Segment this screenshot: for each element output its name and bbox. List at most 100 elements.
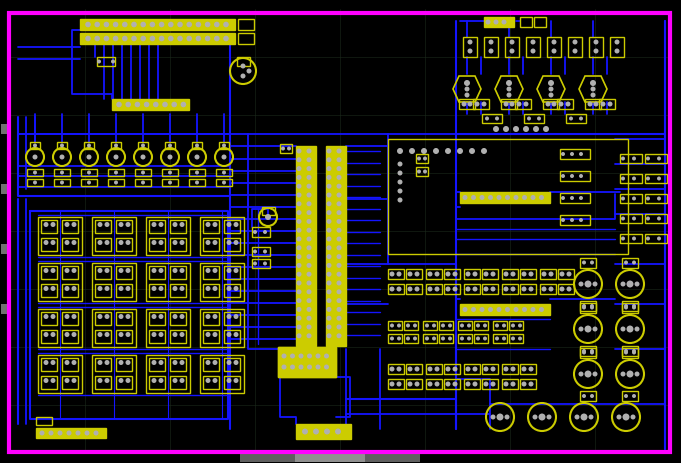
Bar [426,379,442,389]
Circle shape [114,144,118,148]
Circle shape [118,269,123,274]
Circle shape [72,240,76,245]
Circle shape [417,170,421,174]
Circle shape [530,40,535,45]
Bar [116,266,132,279]
Circle shape [326,158,332,163]
Circle shape [635,327,639,332]
Circle shape [548,94,554,98]
Circle shape [87,181,91,185]
Circle shape [118,314,123,319]
Circle shape [428,367,432,372]
Circle shape [588,414,594,419]
Circle shape [234,240,238,245]
Circle shape [548,81,554,87]
Circle shape [481,102,486,107]
Bar [388,379,404,389]
Circle shape [296,175,302,181]
Circle shape [503,382,509,387]
Circle shape [552,50,556,54]
Circle shape [326,193,332,198]
Circle shape [114,171,118,175]
Circle shape [570,219,574,223]
Circle shape [296,272,302,277]
Circle shape [168,171,172,175]
Circle shape [253,250,257,254]
Bar [97,58,115,67]
Circle shape [60,144,64,148]
Circle shape [460,337,464,341]
Bar [505,38,519,58]
Circle shape [287,147,291,151]
Circle shape [172,240,178,245]
Bar [585,100,601,110]
Bar [509,334,523,343]
Bar [278,347,336,377]
Circle shape [469,149,475,155]
Circle shape [234,223,238,227]
Bar [149,284,165,297]
Circle shape [552,40,556,45]
Circle shape [632,217,636,221]
Circle shape [493,127,499,133]
Circle shape [336,219,341,225]
Circle shape [495,117,499,121]
Bar [580,301,596,311]
Circle shape [488,40,494,45]
Bar [558,284,574,294]
Circle shape [104,314,110,319]
Circle shape [206,287,210,291]
Circle shape [428,287,432,292]
Bar [502,379,518,389]
Bar [509,321,523,330]
Circle shape [180,314,185,319]
Circle shape [59,155,65,160]
Circle shape [212,287,217,291]
Circle shape [425,324,429,328]
Circle shape [567,272,571,277]
Circle shape [85,23,91,28]
Circle shape [584,326,592,333]
Circle shape [390,324,394,328]
Circle shape [153,102,159,108]
Circle shape [336,290,341,294]
Bar [224,376,240,389]
Circle shape [172,287,178,291]
Bar [278,347,336,377]
Bar [41,238,57,251]
Circle shape [44,287,48,291]
Circle shape [621,217,625,221]
Bar [589,38,603,58]
Circle shape [180,223,185,227]
Circle shape [72,269,76,274]
Circle shape [296,237,302,242]
Circle shape [39,431,44,436]
Circle shape [448,337,452,341]
Bar [92,355,136,393]
Bar [482,379,498,389]
Circle shape [97,360,103,365]
Circle shape [588,102,592,107]
Circle shape [582,349,586,353]
Circle shape [496,413,503,420]
Bar [547,38,561,58]
Circle shape [306,228,311,233]
Circle shape [140,37,146,42]
Circle shape [445,272,451,277]
Circle shape [421,149,427,155]
Bar [464,364,480,374]
Circle shape [590,394,594,398]
Circle shape [483,324,487,328]
Bar [580,391,596,401]
Circle shape [483,337,487,341]
Bar [170,220,186,233]
Bar [280,144,292,154]
Circle shape [573,40,577,45]
Circle shape [315,365,321,369]
Circle shape [413,337,417,341]
Circle shape [326,255,332,260]
Circle shape [530,195,535,200]
Circle shape [434,287,439,292]
Circle shape [579,153,583,156]
Circle shape [505,414,509,419]
